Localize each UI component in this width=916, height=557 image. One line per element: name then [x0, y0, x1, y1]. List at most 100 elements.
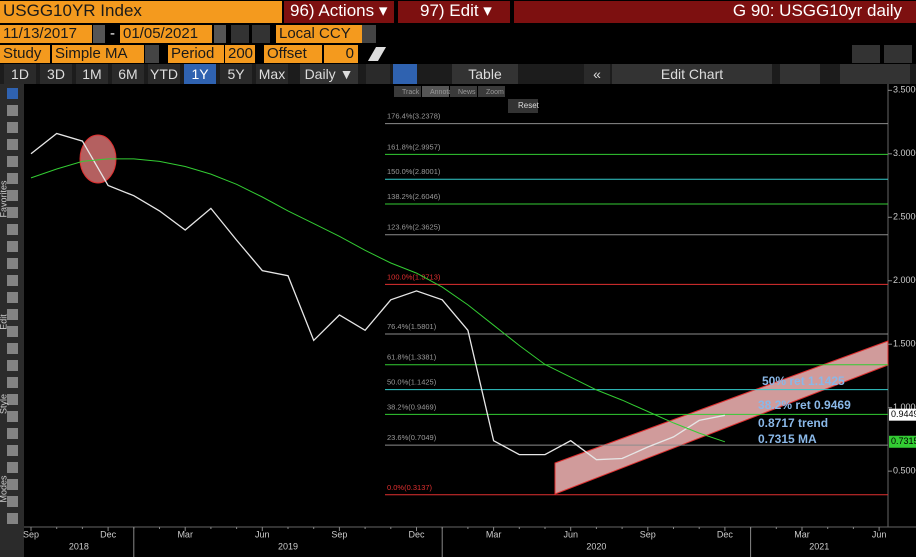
price-tag	[889, 408, 916, 421]
price-line	[30, 132, 726, 461]
period-button[interactable]: 1Y	[184, 64, 216, 84]
tool-icon	[7, 139, 18, 150]
reset-button[interactable]	[508, 99, 538, 113]
edit-chart-button[interactable]: Edit Chart	[612, 64, 772, 84]
period-button[interactable]: 5Y	[220, 64, 252, 84]
price-tag	[889, 435, 916, 448]
period-button[interactable]: 6M	[112, 64, 144, 84]
tool-label: News	[458, 89, 476, 96]
start-date[interactable]: 11/13/2017	[0, 25, 92, 43]
dropdown-button[interactable]	[145, 45, 159, 63]
level-label: 0.0%(0.3137)	[387, 483, 433, 492]
y-tick-label: 0.5000	[893, 466, 916, 476]
reset-label: Reset	[518, 101, 540, 110]
level-label: 161.8%(2.9957)	[387, 142, 441, 151]
year-label: 2020	[586, 541, 606, 551]
tool-icon	[7, 360, 18, 371]
edit-menu[interactable]: 97) Edit ▾	[398, 1, 510, 23]
dropdown-button[interactable]	[362, 25, 376, 43]
calendar-icon[interactable]	[214, 25, 226, 43]
annotation: 38.2% ret 0.9469	[758, 398, 851, 412]
level-label: 176.4%(3.2378)	[387, 112, 441, 121]
price-tag-label: 0.7315	[891, 436, 916, 446]
line-style-button[interactable]	[366, 64, 390, 84]
price-tag-label: 0.9449	[891, 409, 916, 419]
period-field[interactable]: 200	[225, 45, 255, 63]
tool-icon	[7, 207, 18, 218]
table-button[interactable]: Table	[452, 64, 518, 84]
tool-button[interactable]	[422, 86, 449, 97]
period-button[interactable]: 1M	[76, 64, 108, 84]
y-tick-label: 3.0000	[893, 148, 916, 158]
tool-button[interactable]	[394, 86, 421, 97]
period-button[interactable]: 3D	[40, 64, 72, 84]
tool-icon	[7, 105, 18, 116]
study-field[interactable]: Simple MA	[52, 45, 144, 63]
x-tick-label: Sep	[23, 529, 39, 539]
annotation: 0.7315 MA	[758, 432, 817, 446]
date-dash: -	[110, 25, 115, 42]
tool-icon	[7, 394, 18, 405]
offset-field[interactable]: 0	[324, 45, 358, 63]
level-label: 100.0%(1.9713)	[387, 272, 441, 281]
period-label: Period	[168, 45, 224, 63]
period-button[interactable]: Max	[256, 64, 288, 84]
x-tick-label: Sep	[640, 529, 656, 539]
tool-icon	[7, 445, 18, 456]
period-button[interactable]: 1D	[4, 64, 36, 84]
tool-icon	[7, 479, 18, 490]
tool-button[interactable]	[450, 86, 477, 97]
x-tick-label: Mar	[486, 529, 502, 539]
tool-icon	[7, 224, 18, 235]
side-label: Favorites	[0, 180, 8, 218]
level-label: 61.8%(1.3381)	[387, 353, 437, 362]
side-label: Modes	[0, 475, 8, 503]
y-tick-label: 2.0000	[893, 275, 916, 285]
tool-label: Track	[402, 89, 420, 96]
prev-button[interactable]	[231, 25, 249, 43]
year-label: 2019	[278, 541, 298, 551]
x-tick-label: Mar	[794, 529, 810, 539]
year-label: 2021	[809, 541, 829, 551]
tool-icon	[7, 462, 18, 473]
actions-menu[interactable]: 96) Actions ▾	[284, 1, 394, 23]
period-button[interactable]: YTD	[148, 64, 180, 84]
y-tick-label: 1.0000	[893, 402, 916, 412]
y-tick-label: 3.5000	[893, 85, 916, 95]
redo-button[interactable]	[884, 45, 912, 63]
tool-label: Annotate	[430, 89, 458, 96]
ticker-field[interactable]: USGG10YR Index	[0, 1, 282, 23]
chart: Track Annotate News Zoom Reset Favorites Edit…	[0, 84, 916, 557]
level-label: 76.4%(1.5801)	[387, 322, 437, 331]
undo-button[interactable]	[852, 45, 880, 63]
year-label: 2018	[69, 541, 89, 551]
settings-button[interactable]	[840, 64, 910, 84]
end-date[interactable]: 01/05/2021	[120, 25, 212, 43]
currency-field[interactable]: Local CCY	[276, 25, 362, 43]
x-tick-label: Jun	[563, 529, 578, 539]
tool-icon	[7, 496, 18, 507]
x-tick-label: Dec	[408, 529, 425, 539]
tool-icon	[7, 343, 18, 354]
calendar-icon[interactable]	[93, 25, 105, 43]
tool-button[interactable]	[478, 86, 505, 97]
tool-icon	[7, 258, 18, 269]
x-tick-label: Mar	[177, 529, 193, 539]
tool-icon	[7, 275, 18, 286]
tool-icon	[7, 122, 18, 133]
tool-icon	[7, 292, 18, 303]
collapse-button[interactable]: «	[584, 64, 610, 84]
level-label: 23.6%(0.7049)	[387, 433, 437, 442]
tool-label: Zoom	[486, 89, 504, 96]
bar-style-button[interactable]	[393, 64, 417, 84]
tool-icon	[7, 173, 18, 184]
draw-button[interactable]	[780, 64, 820, 84]
y-tick-label: 1.5000	[893, 339, 916, 349]
frequency-button[interactable]: Daily ▼	[300, 64, 358, 84]
x-tick-label: Dec	[100, 529, 117, 539]
page-title: G 90: USGG10yr daily	[514, 1, 916, 23]
side-label: Style	[0, 394, 8, 414]
next-button[interactable]	[252, 25, 270, 43]
tool-icon	[7, 411, 18, 422]
pen-icon[interactable]	[367, 47, 387, 61]
